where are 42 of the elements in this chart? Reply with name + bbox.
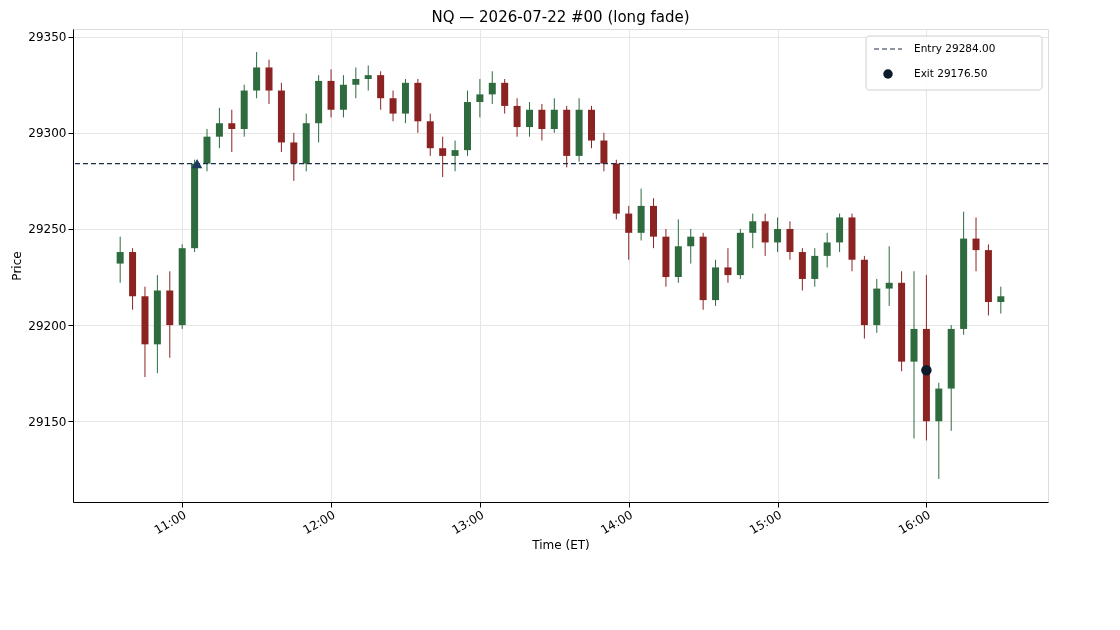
candlestick <box>215 107 223 149</box>
y-tick-label: 29300 <box>28 126 67 141</box>
candlestick <box>997 286 1005 315</box>
legend-label: Entry 29284.00 <box>914 42 996 54</box>
candlestick <box>488 70 496 105</box>
candlestick <box>476 78 484 118</box>
y-tick-label: 29150 <box>28 414 67 429</box>
candlestick <box>774 216 782 253</box>
y-tick-label: 29200 <box>28 318 67 333</box>
candlestick <box>228 109 236 153</box>
candlestick <box>451 140 459 172</box>
candlestick <box>116 236 124 284</box>
candlestick <box>513 97 521 138</box>
chart-title: NQ — 2026-07-22 #00 (long fade) <box>431 8 690 26</box>
candlestick <box>501 78 509 115</box>
candlestick <box>364 65 372 92</box>
candlestick <box>352 66 360 99</box>
candlestick <box>290 132 298 182</box>
y-axis-title: Price <box>10 251 25 281</box>
candlestick <box>811 247 819 288</box>
candlestick <box>724 247 732 284</box>
candlestick <box>761 213 769 257</box>
x-axis-title: Time (ET) <box>531 538 590 553</box>
y-tick-label: 29350 <box>28 30 67 45</box>
candlestick <box>377 70 385 111</box>
candlestick <box>749 213 757 249</box>
candlestick <box>885 245 893 307</box>
candlestick <box>439 136 447 178</box>
candlestick <box>550 97 558 134</box>
candlestick <box>525 101 533 138</box>
candlestick <box>253 51 261 99</box>
candlestick <box>625 205 633 261</box>
candlestick <box>972 216 980 272</box>
candlestick <box>538 103 546 142</box>
candlestick <box>265 59 273 105</box>
candlestick <box>389 90 397 122</box>
y-tick-label: 29250 <box>28 222 67 237</box>
candlestick <box>687 228 695 265</box>
candlestick <box>600 132 608 172</box>
candlestick <box>786 220 794 261</box>
candlestick <box>823 232 831 268</box>
legend-label: Exit 29176.50 <box>914 67 988 79</box>
